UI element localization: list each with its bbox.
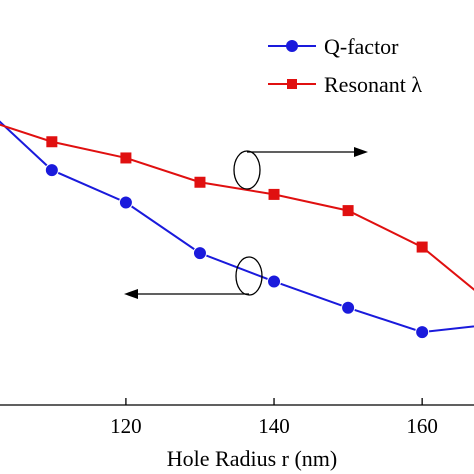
x-ticks: 120 140 160 xyxy=(110,398,438,438)
x-tick-label-120: 120 xyxy=(110,414,142,438)
q-factor-point-150 xyxy=(341,300,356,315)
q-factor-point-130 xyxy=(192,246,207,261)
series-layer xyxy=(0,120,474,340)
x-tick-label-160: 160 xyxy=(406,414,438,438)
q-factor-axis-indicator-ellipse xyxy=(235,256,263,296)
legend-q-factor-label: Q-factor xyxy=(324,34,399,59)
q-factor-point-140 xyxy=(267,274,282,289)
legend-resonant-lambda-marker xyxy=(287,79,297,89)
resonant-lambda-point-130 xyxy=(194,176,206,188)
resonant-lambda-point-150 xyxy=(342,205,354,217)
q-factor-point-160 xyxy=(415,325,430,340)
resonant-lambda-axis-indicator-ellipse xyxy=(233,150,261,190)
q-factor-point-120 xyxy=(118,195,133,210)
resonant-lambda-point-110 xyxy=(46,136,58,148)
annotation-layer xyxy=(124,147,368,299)
legend: Q-factor Resonant λ xyxy=(268,34,422,97)
resonant-lambda-point-160 xyxy=(416,241,428,253)
right-arrow-head xyxy=(354,147,368,157)
resonant-lambda-point-140 xyxy=(268,188,280,200)
x-axis-label: Hole Radius r (nm) xyxy=(167,446,337,471)
x-axis: 120 140 160 Hole Radius r (nm) xyxy=(0,398,474,471)
legend-resonant-lambda-label: Resonant λ xyxy=(324,72,422,97)
left-arrow-head xyxy=(124,289,138,299)
q-factor-point-110 xyxy=(44,163,59,178)
x-tick-label-140: 140 xyxy=(258,414,290,438)
resonant-lambda-line xyxy=(0,123,474,291)
legend-q-factor-marker xyxy=(286,40,298,52)
resonant-lambda-point-120 xyxy=(120,152,132,164)
q-factor-line xyxy=(0,120,474,334)
